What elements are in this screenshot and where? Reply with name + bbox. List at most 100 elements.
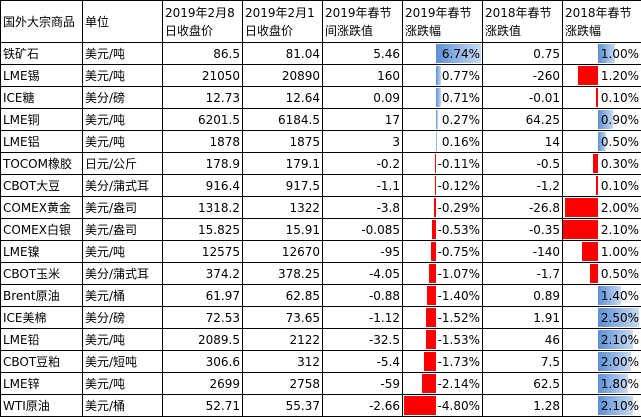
data-row: CBOT玉米 美分/蒲式耳 374.2 378.25 -4.05 -1.07% -1.7 0.… xyxy=(0,262,641,285)
cell: -4.80% xyxy=(402,394,483,417)
cell: 2758 xyxy=(242,372,323,395)
data-bar xyxy=(435,176,436,195)
cell: 铁矿石 xyxy=(0,42,83,65)
cell-text: 0.89 xyxy=(533,288,560,303)
cell: 160 xyxy=(322,64,403,87)
header-cell: 国外大宗商品 xyxy=(0,0,83,43)
cell-text: -5.4 xyxy=(376,354,400,369)
cell-text: -1.2 xyxy=(536,178,560,193)
data-bar xyxy=(436,132,438,151)
cell-text: COMEX白银 xyxy=(3,223,71,237)
cell-text: CBOT大豆 xyxy=(3,179,61,193)
cell: 2.10% xyxy=(562,218,641,241)
cell: 7.5 xyxy=(482,350,563,373)
cell: 61.97 xyxy=(162,284,243,307)
cell: 美元/短吨 xyxy=(82,350,163,373)
cell-text: 1322 xyxy=(289,200,320,215)
cell: -0.35 xyxy=(482,218,563,241)
cell-text: 12.64 xyxy=(285,90,320,105)
cell: 0.89 xyxy=(482,284,563,307)
cell: 17 xyxy=(322,108,403,131)
cell-text: -0.5 xyxy=(536,156,560,171)
cell: 5.46 xyxy=(322,42,403,65)
cell-text: 179.1 xyxy=(285,156,320,171)
cell: 1875 xyxy=(242,130,323,153)
cell-text: 2.10% xyxy=(600,398,639,413)
cell: 0.10% xyxy=(562,174,641,197)
data-bar xyxy=(432,220,436,239)
cell-text: 0.27% xyxy=(441,112,480,127)
cell-text: 0.77% xyxy=(441,68,480,83)
cell-text: -1.52% xyxy=(437,310,480,325)
cell: -0.01 xyxy=(482,86,563,109)
cell-text: 1878 xyxy=(209,134,240,149)
cell-text: -2.66 xyxy=(368,398,400,413)
data-bar xyxy=(403,396,436,415)
cell-text: 14 xyxy=(544,134,560,149)
cell-text: -0.75% xyxy=(437,244,480,259)
cell: -1.52% xyxy=(402,306,483,329)
data-row: COMEX黄金 美元/盎司 1318.2 1322 -3.8 -0.29% -26.8 2.0… xyxy=(0,196,641,219)
cell-text: 2.00% xyxy=(600,200,639,215)
data-row: LME铜 美元/吨 6201.5 6184.5 17 0.27% 64.25 0.90% xyxy=(0,108,641,131)
cell: -0.12% xyxy=(402,174,483,197)
header-cell: 2019年春节涨跌幅 xyxy=(402,0,483,43)
cell-text: 17 xyxy=(384,112,400,127)
data-bar xyxy=(421,374,436,393)
cell-text: 0.75 xyxy=(533,46,560,61)
header-cell: 2018年春节涨跌幅 xyxy=(562,0,641,43)
data-row: COMEX白银 美元/盎司 15.825 15.91 -0.085 -0.53% -0.35… xyxy=(0,218,641,241)
cell: -0.88 xyxy=(322,284,403,307)
cell: 72.53 xyxy=(162,306,243,329)
cell: -1.53% xyxy=(402,328,483,351)
data-row: LME锌 美元/吨 2699 2758 -59 -2.14% 62.5 1.80% xyxy=(0,372,641,395)
cell: 2.00% xyxy=(562,196,641,219)
cell-text: 7.5 xyxy=(540,354,560,369)
data-row: TOCOM橡胶 日元/公斤 178.9 179.1 -0.2 -0.11% -0.5 0.30… xyxy=(0,152,641,175)
cell: 6201.5 xyxy=(162,108,243,131)
cell: 美元/盎司 xyxy=(82,196,163,219)
cell-text: -3.8 xyxy=(376,200,400,215)
cell-text: -0.29% xyxy=(437,200,480,215)
cell-text: WTI原油 xyxy=(3,399,50,413)
cell-text: 20890 xyxy=(281,68,320,83)
cell: 美元/盎司 xyxy=(82,218,163,241)
cell: 美元/吨 xyxy=(82,130,163,153)
data-bar xyxy=(598,308,640,327)
cell: 179.1 xyxy=(242,152,323,175)
cell: -2.14% xyxy=(402,372,483,395)
data-bar xyxy=(596,176,598,195)
data-bar xyxy=(598,44,615,63)
cell: LME锡 xyxy=(0,64,83,87)
cell: 0.71% xyxy=(402,86,483,109)
cell-text: -1.53% xyxy=(437,332,480,347)
cell-text: 铁矿石 xyxy=(3,47,40,61)
cell: COMEX黄金 xyxy=(0,196,83,219)
data-bar xyxy=(436,44,482,63)
cell: -95 xyxy=(322,240,403,263)
cell-text: -0.11% xyxy=(437,156,480,171)
cell: 1318.2 xyxy=(162,196,243,219)
cell: CBOT豆粕 xyxy=(0,350,83,373)
cell-text: 0.50% xyxy=(600,134,639,149)
cell-text: 62.85 xyxy=(285,288,320,303)
cell-text: Brent原油 xyxy=(3,289,60,303)
cell: 2.00% xyxy=(562,350,641,373)
cell: 178.9 xyxy=(162,152,243,175)
cell: 美元/桶 xyxy=(82,394,163,417)
cell-text: 12670 xyxy=(281,244,320,259)
data-bar xyxy=(581,242,598,261)
cell: 美元/桶 xyxy=(82,284,163,307)
data-row: LME铅 美元/吨 2089.5 2122 -32.5 -1.53% 46 2.10% xyxy=(0,328,641,351)
data-bar xyxy=(593,154,598,173)
cell: 1.91 xyxy=(482,306,563,329)
header-cell: 2019年2月8日收盘价 xyxy=(162,0,243,43)
cell-text: 86.5 xyxy=(213,46,240,61)
cell-text: 1318.2 xyxy=(198,200,240,215)
cell-text: 1.20% xyxy=(600,68,639,83)
cell: 美元/吨 xyxy=(82,328,163,351)
cell-text: 2.50% xyxy=(600,310,639,325)
cell-text: 21050 xyxy=(201,68,240,83)
cell-text: 美元/吨 xyxy=(85,333,126,347)
